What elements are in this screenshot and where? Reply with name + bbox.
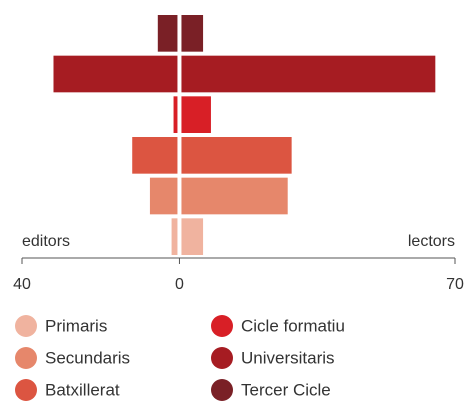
legend-swatch (211, 315, 233, 337)
bar (53, 55, 178, 93)
x-tick-label: 70 (446, 276, 464, 293)
legend-label: Secundaris (45, 348, 130, 367)
legend-label: Batxillerat (45, 380, 120, 399)
bar (181, 55, 436, 93)
legend-label: Cicle formatiu (241, 316, 345, 335)
axis-label: editors (22, 233, 70, 250)
x-tick-label: 0 (175, 276, 184, 293)
legend-label: Primaris (45, 316, 107, 335)
bar (181, 137, 292, 174)
bar (181, 96, 211, 133)
bar (181, 177, 288, 215)
legend-swatch (211, 379, 233, 401)
axis-label: lectors (408, 233, 455, 250)
legend-swatch (15, 379, 37, 401)
bar (132, 137, 178, 174)
bar (181, 218, 204, 255)
bar (181, 15, 204, 52)
legend-label: Universitaris (241, 348, 335, 367)
legend-swatch (15, 347, 37, 369)
bar (171, 218, 178, 255)
legend-swatch (211, 347, 233, 369)
legend-swatch (15, 315, 37, 337)
bar (149, 177, 178, 215)
legend-label: Tercer Cicle (241, 380, 331, 399)
bar (157, 15, 178, 52)
x-tick-label: 40 (13, 276, 31, 293)
bar (173, 96, 178, 133)
